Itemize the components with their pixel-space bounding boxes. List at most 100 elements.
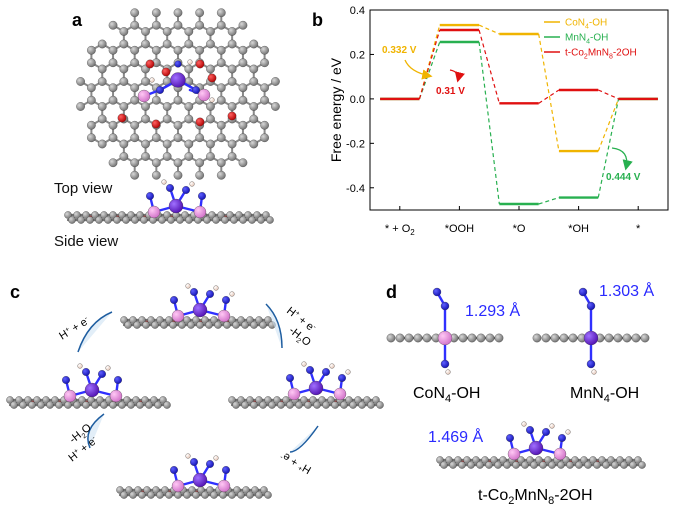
carbon-atom xyxy=(532,333,542,343)
hydrogen-atom xyxy=(187,59,193,65)
carbon-atom xyxy=(237,491,245,499)
carbon-atom xyxy=(184,139,194,149)
hydrogen-atom xyxy=(189,181,195,187)
transition-line xyxy=(538,33,560,152)
carbon-atom xyxy=(130,58,140,68)
carbon-atom xyxy=(119,27,129,36)
carbon-atom xyxy=(141,39,150,49)
nitrogen-atom xyxy=(114,376,122,384)
carbon-atom xyxy=(19,401,27,409)
carbon-atom xyxy=(264,491,272,499)
carbon-atom xyxy=(162,139,172,149)
x-tick-label: *O xyxy=(513,223,526,235)
nitrogen-atom xyxy=(156,86,164,94)
carbon-atom xyxy=(97,64,107,74)
carbon-atom xyxy=(167,216,175,224)
nitrogen-atom xyxy=(206,460,214,468)
oxygen-atom xyxy=(151,119,161,129)
carbon-atom xyxy=(210,491,218,499)
carbon-atom xyxy=(188,486,196,494)
carbon-atom xyxy=(580,456,588,464)
carbon-atom xyxy=(100,401,108,409)
carbon-atom xyxy=(109,401,117,409)
carbon-atom xyxy=(331,401,339,409)
transition-line xyxy=(478,41,500,205)
nitrogen-atom xyxy=(166,184,174,192)
carbon-atom xyxy=(251,486,259,494)
carbon-atom xyxy=(150,396,158,404)
carbon-atom xyxy=(131,216,139,224)
carbon-atom xyxy=(237,316,245,324)
nitrogen-atom xyxy=(98,370,106,378)
cobalt-atom xyxy=(507,447,521,461)
manganese-atom xyxy=(528,440,544,456)
carbon-atom xyxy=(173,45,183,55)
carbon-atom xyxy=(363,396,371,404)
carbon-atom xyxy=(158,216,166,224)
hydrogen-atom xyxy=(591,369,597,375)
carbon-atom xyxy=(244,211,252,219)
nitrogen-atom xyxy=(586,301,596,311)
carbon-atom xyxy=(181,211,189,219)
carbon-atom xyxy=(129,491,137,499)
carbon-atom xyxy=(109,211,117,219)
carbon-atom xyxy=(571,456,579,464)
carbon-atom xyxy=(517,456,525,464)
carbon-atom xyxy=(295,401,303,409)
reaction-arrow xyxy=(77,311,113,353)
carbon-atom xyxy=(138,491,146,499)
carbon-atom xyxy=(404,333,414,343)
carbon-atom xyxy=(173,170,183,180)
carbon-atom xyxy=(242,486,250,494)
carbon-atom xyxy=(260,58,269,68)
carbon-atom xyxy=(203,216,211,224)
carbon-atom xyxy=(260,486,268,494)
carbon-atom xyxy=(227,102,237,111)
carbon-atom xyxy=(255,396,263,404)
carbon-atom xyxy=(503,461,511,469)
carbon-atom xyxy=(548,461,556,469)
carbon-atom xyxy=(268,401,276,409)
cobalt-atom xyxy=(109,389,123,403)
carbon-atom xyxy=(593,461,601,469)
carbon-atom xyxy=(264,396,272,404)
oxygen-atom xyxy=(207,73,217,83)
y-tick-label: -0.4 xyxy=(346,183,365,195)
oxygen-atom xyxy=(195,117,205,127)
carbon-atom xyxy=(255,316,263,324)
carbon-atom xyxy=(318,396,326,404)
carbon-atom xyxy=(192,316,200,324)
carbon-atom xyxy=(184,39,194,49)
carbon-atom xyxy=(130,45,140,55)
carbon-atom xyxy=(151,170,161,180)
carbon-atom xyxy=(530,461,538,469)
carbon-atom xyxy=(499,456,507,464)
bond-length-manganese: 1.303 Å xyxy=(599,281,654,300)
carbon-atom xyxy=(91,401,99,409)
carbon-atom xyxy=(151,8,161,18)
carbon-atom xyxy=(97,77,107,86)
carbon-atom xyxy=(152,486,160,494)
annotation-arrow-cobalt xyxy=(404,59,433,80)
carbon-atom xyxy=(173,95,183,105)
carbon-atom xyxy=(119,152,129,161)
carbon-atom xyxy=(130,95,140,105)
carbon-atom xyxy=(539,461,547,469)
carbon-atom xyxy=(136,401,144,409)
carbon-atom xyxy=(129,316,137,324)
carbon-atom xyxy=(227,39,237,49)
carbon-atom xyxy=(173,20,183,30)
oxygen-atom xyxy=(161,67,171,77)
nitrogen-atom xyxy=(306,366,314,374)
carbon-atom xyxy=(195,170,205,180)
carbon-atom xyxy=(266,216,274,224)
carbon-atom xyxy=(611,461,619,469)
carbon-atom xyxy=(97,39,107,49)
cobalt-atom xyxy=(147,205,161,219)
carbon-atom xyxy=(87,95,96,105)
carbon-atom xyxy=(575,461,583,469)
nitrogen-atom xyxy=(586,359,596,369)
carbon-atom xyxy=(638,461,646,469)
y-tick-label: 0.0 xyxy=(350,94,365,106)
carbon-atom xyxy=(259,321,267,329)
